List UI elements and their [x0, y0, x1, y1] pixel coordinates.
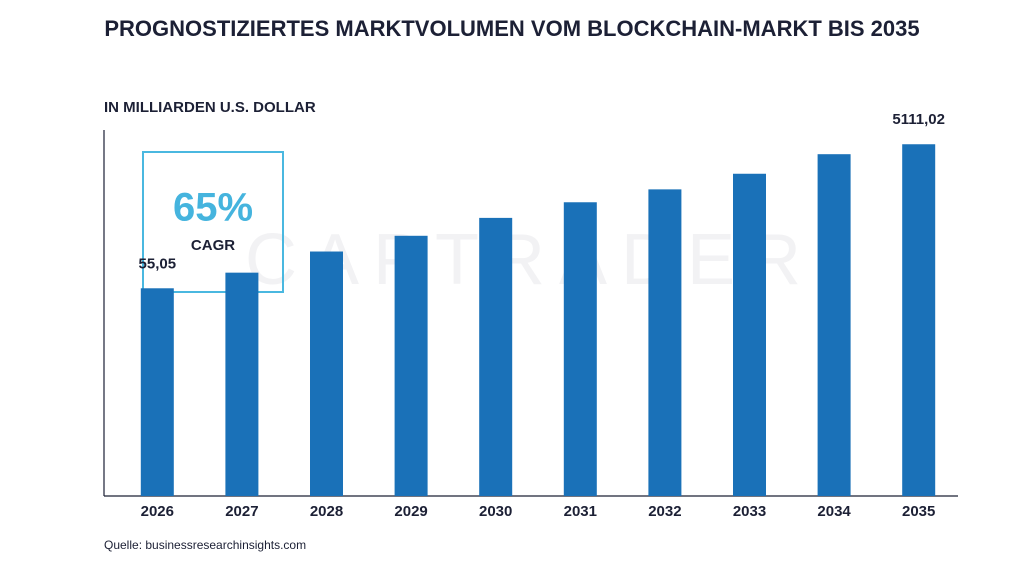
- x-tick-label: 2034: [817, 503, 851, 520]
- x-tick-label: 2028: [310, 503, 343, 520]
- x-tick-label: 2030: [479, 503, 512, 520]
- bar: [310, 251, 343, 496]
- bar: [394, 235, 428, 496]
- annotation-box: [142, 151, 284, 293]
- x-tick-label: 2035: [902, 503, 935, 520]
- chart-subtitle: IN MILLIARDEN U.S. DOLLAR: [104, 99, 316, 116]
- value-label: 55,05: [139, 255, 177, 272]
- bar: [733, 173, 766, 497]
- bar: [902, 144, 936, 496]
- chart-title: PROGNOSTIZIERTES MARKTVOLUMEN VOM BLOCKC…: [104, 16, 919, 41]
- cagr-value: 65%: [173, 186, 253, 230]
- bar: [648, 189, 682, 497]
- x-tick-label: 2027: [225, 503, 258, 520]
- x-tick-label: 2033: [733, 503, 766, 520]
- source: Quelle: businessresearchinsights.com: [104, 538, 306, 552]
- bar: [140, 288, 174, 496]
- x-tick-label: 2031: [564, 503, 597, 520]
- x-tick-label: 2026: [141, 503, 174, 520]
- x-tick-label: 2029: [394, 503, 427, 520]
- bar: [225, 272, 259, 496]
- bar: [563, 202, 597, 496]
- value-label: 5111,02: [892, 111, 945, 128]
- bar: [817, 154, 851, 496]
- cagr-label: CAGR: [191, 237, 235, 254]
- bar: [479, 217, 513, 496]
- x-tick-label: 2032: [648, 503, 681, 520]
